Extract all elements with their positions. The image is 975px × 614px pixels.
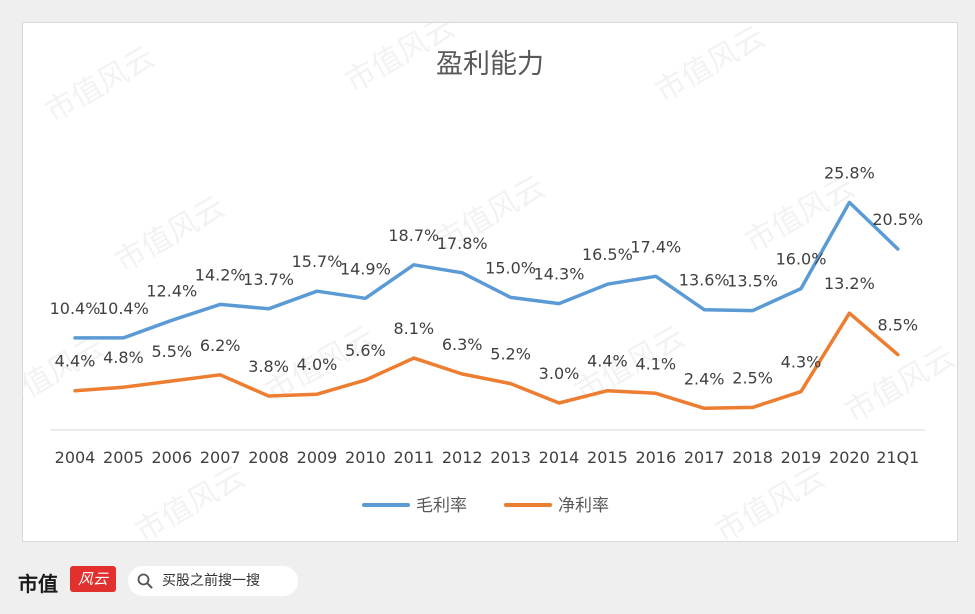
- data-label: 17.4%: [630, 237, 681, 256]
- search-box[interactable]: 买股之前搜一搜: [128, 566, 298, 596]
- data-label: 13.7%: [243, 270, 294, 289]
- data-label: 4.4%: [55, 352, 96, 371]
- data-label: 14.2%: [195, 265, 246, 284]
- data-label: 6.2%: [200, 336, 241, 355]
- footer-bar: 市值 风云 买股之前搜一搜: [0, 548, 975, 614]
- data-label: 4.3%: [781, 353, 822, 372]
- x-tick-label: 2010: [345, 448, 386, 467]
- data-label: 25.8%: [824, 163, 875, 182]
- x-tick-label: 2014: [539, 448, 580, 467]
- data-label: 15.7%: [292, 252, 343, 271]
- data-label: 2.4%: [684, 369, 725, 388]
- data-label: 2.5%: [732, 368, 773, 387]
- data-label: 4.1%: [635, 354, 676, 373]
- data-label: 13.5%: [727, 272, 778, 291]
- data-label: 18.7%: [388, 226, 439, 245]
- data-label: 3.0%: [539, 364, 580, 383]
- x-tick-label: 2007: [200, 448, 241, 467]
- watermark-text: 市值风云: [650, 23, 771, 110]
- chart-title: 盈利能力: [436, 49, 544, 80]
- x-tick-label: 2016: [635, 448, 676, 467]
- x-tick-label: 2005: [103, 448, 144, 467]
- data-label: 6.3%: [442, 335, 483, 354]
- x-tick-label: 2020: [829, 448, 870, 467]
- data-label: 20.5%: [872, 210, 923, 229]
- data-label: 12.4%: [146, 281, 197, 300]
- data-label: 4.0%: [297, 355, 338, 374]
- watermark-text: 市值风云: [130, 460, 251, 541]
- chart-card: 市值风云 市值风云 市值风云 市值风云 市值风云 市值风云 市值风云 市值风云 市值风云 市值风云…: [22, 22, 958, 542]
- x-tick-label: 2019: [781, 448, 822, 467]
- search-placeholder: 买股之前搜一搜: [162, 566, 260, 596]
- series-line-net-margin: [75, 313, 898, 408]
- x-tick-label: 2015: [587, 448, 628, 467]
- brand-logo-text: 市值: [18, 568, 58, 597]
- x-tick-label: 2012: [442, 448, 483, 467]
- watermark-text: 市值风云: [40, 40, 161, 130]
- x-tick-label: 2018: [732, 448, 773, 467]
- legend-label: 净利率: [558, 496, 609, 516]
- data-label: 3.8%: [248, 357, 289, 376]
- x-tick-label: 2011: [393, 448, 434, 467]
- search-icon: [137, 573, 153, 589]
- legend-label: 毛利率: [416, 496, 467, 516]
- data-label: 5.2%: [490, 345, 531, 364]
- x-tick-label: 21Q1: [876, 448, 919, 467]
- x-tick-label: 2009: [297, 448, 338, 467]
- data-label: 15.0%: [485, 258, 536, 277]
- watermark-text: 市值风云: [710, 460, 831, 541]
- data-label: 4.4%: [587, 352, 628, 371]
- data-label: 16.5%: [582, 245, 633, 264]
- data-label: 14.3%: [534, 265, 585, 284]
- data-label: 5.6%: [345, 341, 386, 360]
- x-tick-label: 2006: [151, 448, 192, 467]
- data-label: 4.8%: [103, 348, 144, 367]
- x-tick-label: 2008: [248, 448, 289, 467]
- brand-logo-badge: 风云: [70, 566, 116, 592]
- data-label: 17.8%: [437, 234, 488, 253]
- data-label: 13.6%: [679, 271, 730, 290]
- x-tick-label: 2004: [55, 448, 96, 467]
- data-label: 10.4%: [50, 299, 101, 318]
- data-label: 14.9%: [340, 259, 391, 278]
- x-tick-label: 2013: [490, 448, 531, 467]
- watermark-text: 市值风云: [23, 330, 111, 420]
- data-label: 8.1%: [393, 319, 434, 338]
- data-label: 10.4%: [98, 299, 149, 318]
- x-tick-label: 2017: [684, 448, 725, 467]
- data-label: 5.5%: [151, 342, 192, 361]
- data-label: 13.2%: [824, 274, 875, 293]
- data-label: 16.0%: [776, 250, 827, 269]
- data-label: 8.5%: [877, 316, 918, 335]
